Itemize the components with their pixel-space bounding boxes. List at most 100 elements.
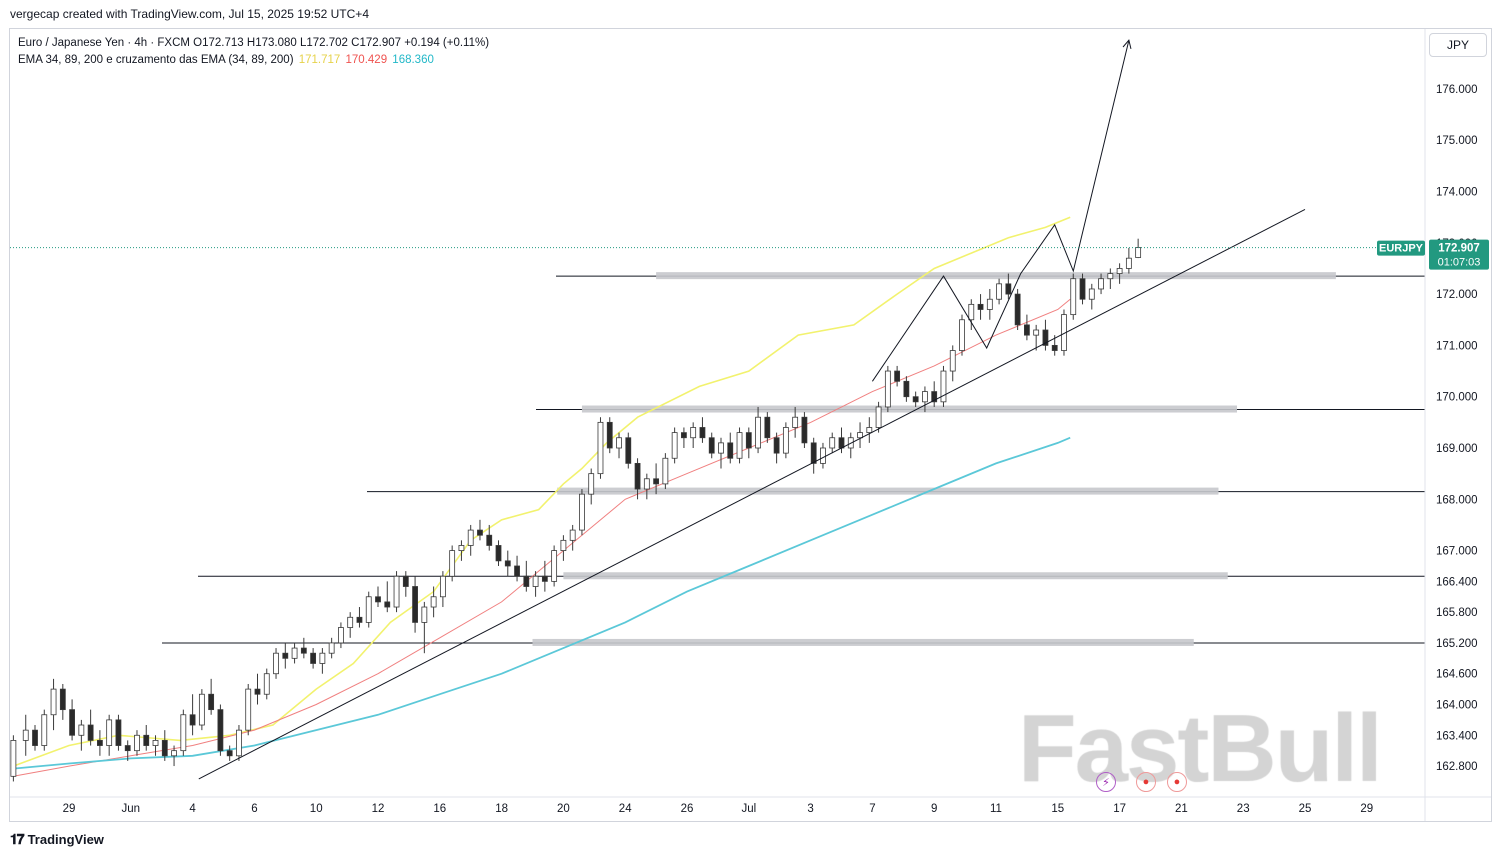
- symbol-tag-label: EURJPY: [1379, 243, 1424, 255]
- candle-body: [10, 740, 17, 777]
- candle: [931, 381, 938, 407]
- candle: [152, 735, 159, 756]
- time-tick-label: 29: [1360, 803, 1373, 815]
- price-tag-value: 172.907: [1438, 243, 1480, 255]
- candle-body: [745, 432, 752, 449]
- price-tick-label: 163.400: [1436, 730, 1478, 742]
- indicator-line[interactable]: EMA 34, 89, 200 e cruzamento das EMA (34…: [18, 52, 489, 69]
- candle: [551, 545, 558, 587]
- candle-body: [671, 432, 678, 459]
- candle: [588, 468, 595, 505]
- tradingview-brand[interactable]: 𝟏𝟕 TradingView: [10, 831, 104, 848]
- candle: [236, 725, 242, 761]
- time-tick-label: 23: [1237, 803, 1250, 815]
- candle-body: [273, 652, 279, 675]
- currency-selector[interactable]: JPY: [1429, 33, 1487, 57]
- candle-body: [458, 545, 465, 551]
- time-tick-label: 25: [1299, 803, 1312, 815]
- candle: [347, 612, 354, 638]
- candle: [143, 725, 150, 751]
- candle-body: [699, 427, 706, 439]
- economic-event-icon-2[interactable]: ●: [1167, 772, 1187, 792]
- ema-lines: [13, 216, 1071, 777]
- candle: [569, 524, 576, 551]
- candle-body: [579, 493, 585, 531]
- candle: [912, 391, 919, 407]
- candle-body: [412, 586, 418, 623]
- price-axis: 162.800 163.400 164.000 164.600 165.200 165.8…: [1424, 29, 1478, 821]
- horizontal-levels: [162, 275, 1425, 644]
- time-tick-label: 15: [1051, 803, 1064, 815]
- trendline: [198, 209, 1306, 780]
- candle-body: [736, 432, 743, 459]
- candle: [486, 524, 493, 551]
- candle-body: [50, 688, 57, 716]
- candle: [968, 299, 975, 331]
- candle-body: [968, 303, 975, 321]
- candle-body: [931, 391, 938, 403]
- candle: [755, 406, 761, 454]
- candle-body: [551, 550, 558, 582]
- candle: [198, 689, 205, 731]
- candle: [699, 417, 706, 443]
- candle-body: [208, 693, 215, 711]
- candle: [32, 725, 38, 751]
- candle-body: [319, 652, 326, 664]
- candle: [273, 648, 279, 679]
- arrow-head-icon: [1122, 39, 1132, 50]
- economic-event-icon[interactable]: ●: [1136, 772, 1156, 792]
- candle: [328, 637, 335, 659]
- candle: [161, 730, 168, 761]
- candle-body: [782, 427, 789, 454]
- candle-body: [560, 539, 567, 552]
- symbol-description: Euro / Japanese Yen · 4h · FXCM: [18, 37, 190, 49]
- candle: [690, 422, 697, 448]
- candle: [718, 437, 724, 469]
- candle: [50, 678, 57, 731]
- candle-body: [180, 714, 187, 752]
- candle-body: [681, 432, 687, 439]
- candle: [300, 637, 307, 659]
- candle-body: [152, 740, 159, 746]
- candle-body: [1024, 324, 1030, 336]
- price-tick-label: 176.000: [1436, 84, 1478, 96]
- candle-body: [810, 442, 817, 464]
- candle-body: [1014, 293, 1021, 326]
- candle-body: [884, 370, 891, 408]
- candle-body: [773, 437, 780, 454]
- candle-body: [310, 652, 317, 664]
- candles: [10, 238, 1142, 782]
- time-tick-label: Jun: [122, 803, 141, 815]
- candle: [597, 417, 604, 479]
- last-price-tag: EURJPY 172.907 01:07:03: [1377, 239, 1489, 270]
- time-axis: 29 Jun 4 6 10 12 16 18 20 24 26 Jul 3 7 9 11 15 17 21 23 25 2…: [10, 796, 1491, 815]
- ema34-value: 171.717: [298, 54, 341, 66]
- lightning-event-icon[interactable]: ⚡: [1096, 772, 1116, 792]
- support-zones: [532, 272, 1336, 646]
- brand-label: TradingView: [27, 832, 104, 847]
- candle-body: [718, 442, 724, 454]
- candle: [792, 406, 799, 438]
- candle: [226, 745, 233, 761]
- drawings: [10, 39, 1425, 780]
- candle-body: [569, 529, 576, 541]
- candle-body: [857, 432, 863, 439]
- candle-body: [1051, 344, 1058, 351]
- candle-body: [1116, 268, 1123, 274]
- time-tick-label: Jul: [741, 803, 756, 815]
- candle-body: [541, 575, 548, 582]
- candle-body: [430, 596, 437, 608]
- candle-body: [912, 396, 919, 403]
- candle-body: [1088, 288, 1095, 300]
- candle: [217, 704, 224, 756]
- time-tick-label: 26: [681, 803, 694, 815]
- ema-line: [13, 216, 1071, 767]
- candle-body: [198, 693, 205, 726]
- price-tick-label: 169.000: [1436, 443, 1478, 455]
- tradingview-logo-icon: 𝟏𝟕: [10, 831, 25, 847]
- candle: [78, 719, 85, 751]
- candle-body: [977, 303, 984, 310]
- price-tag-countdown: 01:07:03: [1438, 257, 1481, 269]
- ema89-value: 170.429: [345, 54, 388, 66]
